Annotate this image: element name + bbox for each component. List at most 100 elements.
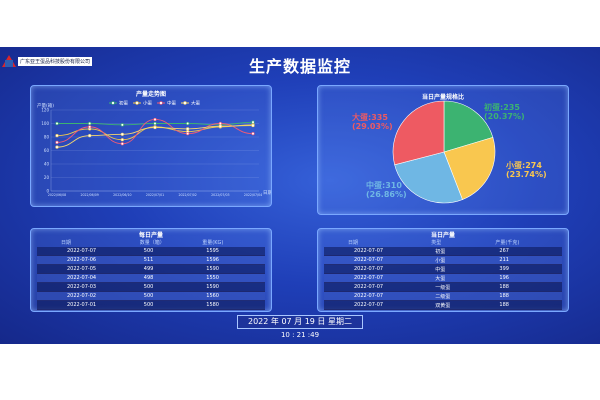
data-point — [55, 140, 59, 145]
table-cell: 二级蛋 — [431, 291, 496, 301]
y-tick-label: 40 — [44, 162, 50, 167]
table-cell: 1590 — [202, 264, 265, 274]
legend-label: 中蛋 — [167, 100, 176, 107]
table-cell: 188 — [495, 291, 562, 301]
data-point — [120, 132, 124, 136]
table-row: 2022-07-07 500 1595 — [37, 247, 265, 256]
table-cell: 2022-07-07 — [324, 255, 432, 265]
pie-slice-label: 中蛋:310 — [366, 180, 402, 190]
table-cell: 1550 — [202, 273, 265, 283]
table-cell: 188 — [495, 282, 562, 292]
table-cell: 2022-07-07 — [37, 247, 140, 256]
data-point — [88, 134, 92, 138]
y-tick-label: 20 — [44, 175, 50, 180]
table-cell: 399 — [495, 264, 562, 274]
table-cell: 大蛋 — [431, 273, 496, 283]
table-cell: 188 — [495, 300, 562, 310]
table-cell: 2022-07-06 — [37, 255, 140, 265]
table-cell: 267 — [495, 247, 562, 256]
table-row: 2022-07-05 499 1590 — [37, 264, 265, 274]
table-cell: 196 — [495, 273, 562, 283]
data-point — [55, 134, 59, 138]
table-cell: 500 — [139, 247, 203, 256]
x-axis-label: 日期 — [263, 190, 271, 196]
table-cell: 2022-07-01 — [37, 300, 140, 310]
data-point — [88, 121, 92, 126]
data-point — [153, 117, 157, 122]
table-row: 2022-07-07 双黄蛋 188 — [324, 300, 562, 310]
today-header-0: 日期 — [348, 239, 359, 246]
today-output-table: 日期 类型 产量(千克) 2022-07-07 初蛋 267 2022-07-07 小蛋 21… — [324, 238, 562, 310]
table-cell: 2022-07-07 — [324, 300, 432, 310]
table-row: 2022-07-07 一级蛋 188 — [324, 282, 562, 292]
table-cell: 1595 — [202, 247, 265, 256]
table-row: 2022-07-07 初蛋 267 — [324, 247, 562, 256]
pie-slice-label: 小蛋:274 — [505, 160, 542, 170]
table-row: 2022-07-07 中蛋 399 — [324, 264, 562, 274]
table-cell: 2022-07-07 — [324, 282, 432, 292]
page-title: 生产数据监控 — [248, 57, 351, 76]
table-cell: 2022-07-05 — [37, 264, 140, 274]
table-cell: 500 — [139, 291, 203, 301]
table-cell: 511 — [139, 255, 203, 265]
table-row: 2022-07-03 500 1590 — [37, 282, 265, 292]
table-cell: 小蛋 — [431, 255, 496, 265]
legend-label: 小蛋 — [143, 100, 152, 107]
table-row: 2022-07-07 小蛋 211 — [324, 255, 562, 265]
table-cell: 一级蛋 — [431, 282, 496, 292]
pie-chart: 初蛋:235(20.37%) 小蛋:274(23.74%) 中蛋:310(26.86… — [352, 100, 547, 204]
trend-chart: 产量(箱) 日期 0 20 40 60 80 100 120 2022/06/08 2022/06/… — [37, 100, 271, 197]
pie-slice-2 — [394, 151, 463, 204]
data-point — [251, 132, 255, 136]
table-cell: 2022-07-04 — [37, 273, 140, 283]
data-point — [251, 123, 255, 128]
x-tick-label: 2022/07/02 — [178, 193, 196, 197]
y-tick-label: 60 — [44, 148, 50, 153]
pie-slice-label: 大蛋:335 — [352, 112, 388, 122]
legend-marker — [111, 101, 115, 105]
data-point — [55, 145, 59, 149]
today-output-panel: 当日产量 日期 类型 产量(千克) 2022-07-07 初蛋 267 2022-07-0… — [317, 228, 569, 312]
table-cell: 211 — [495, 255, 562, 265]
company-logo-icon — [2, 55, 16, 67]
table-row: 2022-07-07 二级蛋 188 — [324, 291, 562, 301]
table-cell: 1596 — [202, 255, 265, 265]
today-header-2: 产量(千克) — [495, 239, 520, 246]
table-cell: 中蛋 — [431, 264, 496, 274]
pie-slice-0 — [443, 100, 494, 153]
trend-chart-title: 产量走势图 — [135, 91, 166, 98]
daily-output-panel: 每日产量 日期 数量（箱） 重量(KG) 2022-07-07 500 1595 2022… — [30, 228, 272, 312]
table-row: 2022-07-07 大蛋 196 — [324, 273, 562, 283]
data-point — [153, 121, 157, 126]
table-cell: 498 — [139, 273, 203, 283]
pie-slice-label: 初蛋:235 — [484, 102, 520, 112]
pie-chart-panel: 当日产量规格比 初蛋:235 (20.37%) 小蛋:274 (23.74%) 中蛋:3… — [317, 85, 569, 215]
date-display: 2022 年 07 月 19 日 星期二 — [237, 315, 363, 329]
table-row: 2022-07-02 500 1560 — [37, 291, 265, 301]
today-output-title: 当日产量 — [430, 232, 455, 239]
legend-label: 大蛋 — [191, 100, 200, 107]
data-point — [120, 138, 124, 142]
today-header-1: 类型 — [431, 239, 442, 246]
table-cell: 1590 — [202, 282, 265, 292]
table-cell: 2022-07-07 — [324, 273, 432, 283]
table-cell: 500 — [139, 282, 203, 292]
clock-display: 10 : 21 :49 — [280, 331, 320, 339]
x-tick-label: 2022/07/04 — [244, 193, 262, 197]
legend-marker — [159, 101, 163, 105]
data-point — [218, 124, 222, 128]
data-point — [186, 132, 190, 136]
x-tick-label: 2022/07/01 — [146, 193, 164, 197]
company-name: 广东亚王蛋品科技股份有限公司 — [18, 56, 93, 66]
table-row: 2022-07-06 511 1596 — [37, 255, 265, 265]
pie-slice-3 — [392, 100, 445, 166]
y-tick-label: 0 — [46, 189, 49, 194]
table-cell: 500 — [139, 300, 203, 310]
x-tick-label: 2022/06/09 — [80, 193, 98, 197]
data-point — [55, 121, 59, 126]
table-cell: 1560 — [202, 291, 265, 301]
data-point — [251, 120, 255, 124]
table-row: 2022-07-04 498 1550 — [37, 273, 265, 283]
y-axis-label: 产量(箱) — [37, 102, 54, 109]
pie-slice-percent: (26.86%) — [366, 190, 407, 199]
